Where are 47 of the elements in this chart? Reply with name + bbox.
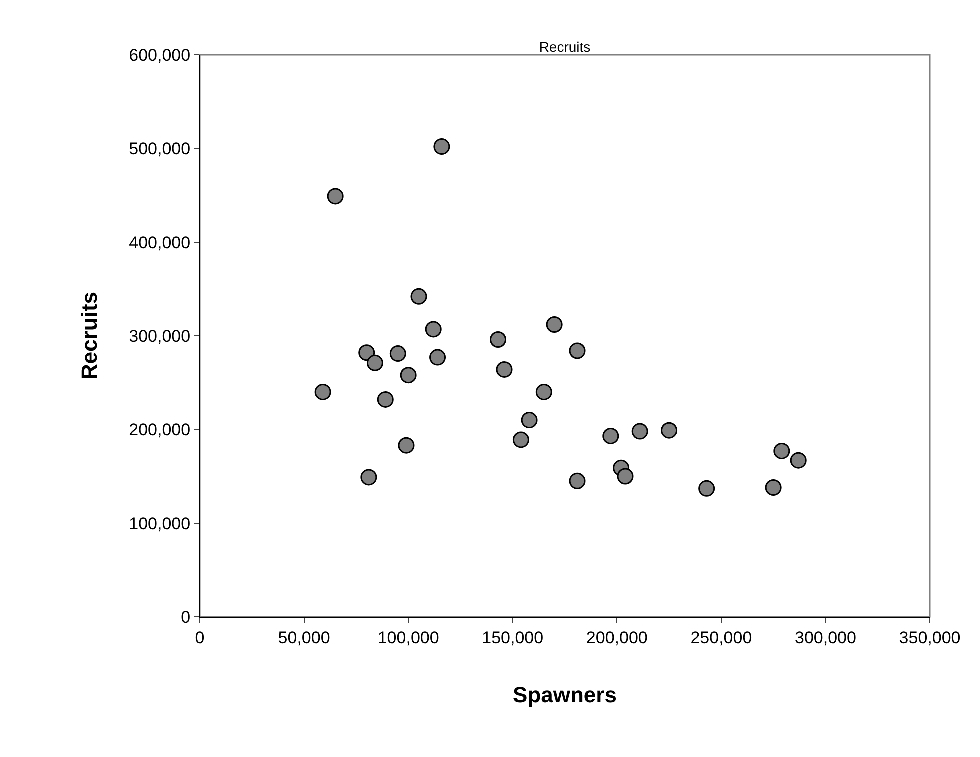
point [569,342,586,360]
point [521,412,538,429]
point [698,480,716,497]
point [790,452,807,469]
point [327,188,344,205]
x-tick-label: 100,000 [378,628,440,648]
point [425,321,442,338]
x-tick-label: 150,000 [482,628,544,648]
point [774,442,790,460]
chart-title: Recruits [539,39,591,55]
x-tick-label: 50,000 [278,628,330,648]
y-tick-label: 600,000 [129,46,191,65]
point [602,428,620,444]
y-tick-label: 500,000 [129,140,191,159]
point [434,138,450,156]
x-tick-label: 250,000 [690,628,752,648]
x-axis-title: Spawners [513,682,617,708]
x-tick-label: 0 [195,628,205,648]
point [358,344,376,362]
y-tick-label: 400,000 [129,233,191,252]
y-tick-label: 300,000 [129,326,191,346]
point [400,367,417,384]
point [632,423,648,440]
x-tick-label: 200,000 [586,628,648,648]
point [398,437,415,454]
point [765,479,782,496]
y-tick-label: 200,000 [129,420,191,440]
point [366,354,384,372]
point [377,391,394,408]
point [410,288,428,305]
point [430,349,446,366]
point [360,469,378,486]
y-axis-title: Recruits [76,292,102,380]
point [569,472,586,490]
point [536,384,552,400]
point [496,361,513,378]
y-tick-label: 100,000 [129,514,191,534]
x-tick-label: 300,000 [794,628,856,648]
x-tick-label: 350,000 [899,628,961,648]
point [314,384,332,400]
point [661,422,678,439]
y-tick-label: 0 [181,608,191,627]
point [617,468,634,485]
point [512,432,530,448]
point [390,346,406,362]
point [490,332,507,348]
point [546,316,563,334]
